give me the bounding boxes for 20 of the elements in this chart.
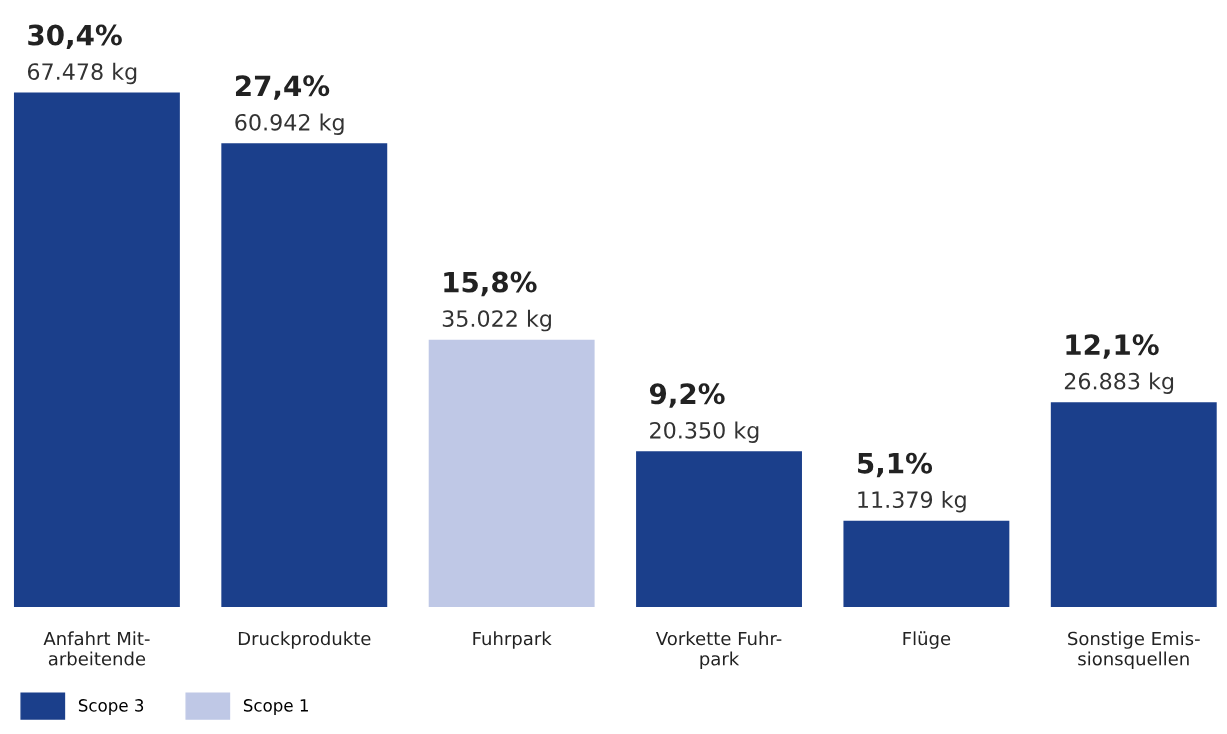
data-label: 15,8% 35.022 kg	[442, 271, 551, 332]
bar	[221, 143, 388, 608]
data-label: 5,1% 11.379 kg	[858, 452, 966, 513]
data-label: 30,4% 67.478 kg	[27, 24, 137, 85]
x-tick-label: Sonstige Emis- sionsquellen	[1068, 631, 1200, 670]
x-tick-label: Vorkette Fuhr- park	[655, 631, 782, 670]
legend-label: Scope 3	[78, 699, 144, 715]
x-tick-label: Anfahrt Mit- arbeitende	[43, 631, 150, 666]
bar	[843, 520, 1010, 608]
bar	[1050, 402, 1217, 608]
bar	[13, 92, 180, 608]
bar	[428, 339, 595, 608]
bar	[636, 451, 802, 608]
legend-label: Scope 1	[243, 699, 308, 715]
data-label: 12,1% 26.883 kg	[1064, 334, 1174, 394]
data-label: 27,4% 60.942 kg	[235, 75, 344, 136]
x-tick-label: Druckprodukte	[238, 631, 371, 649]
x-tick-label: Fuhrpark	[473, 631, 552, 649]
x-tick-label: Flüge	[903, 631, 951, 649]
data-label: 9,2% 20.350 kg	[649, 383, 759, 443]
